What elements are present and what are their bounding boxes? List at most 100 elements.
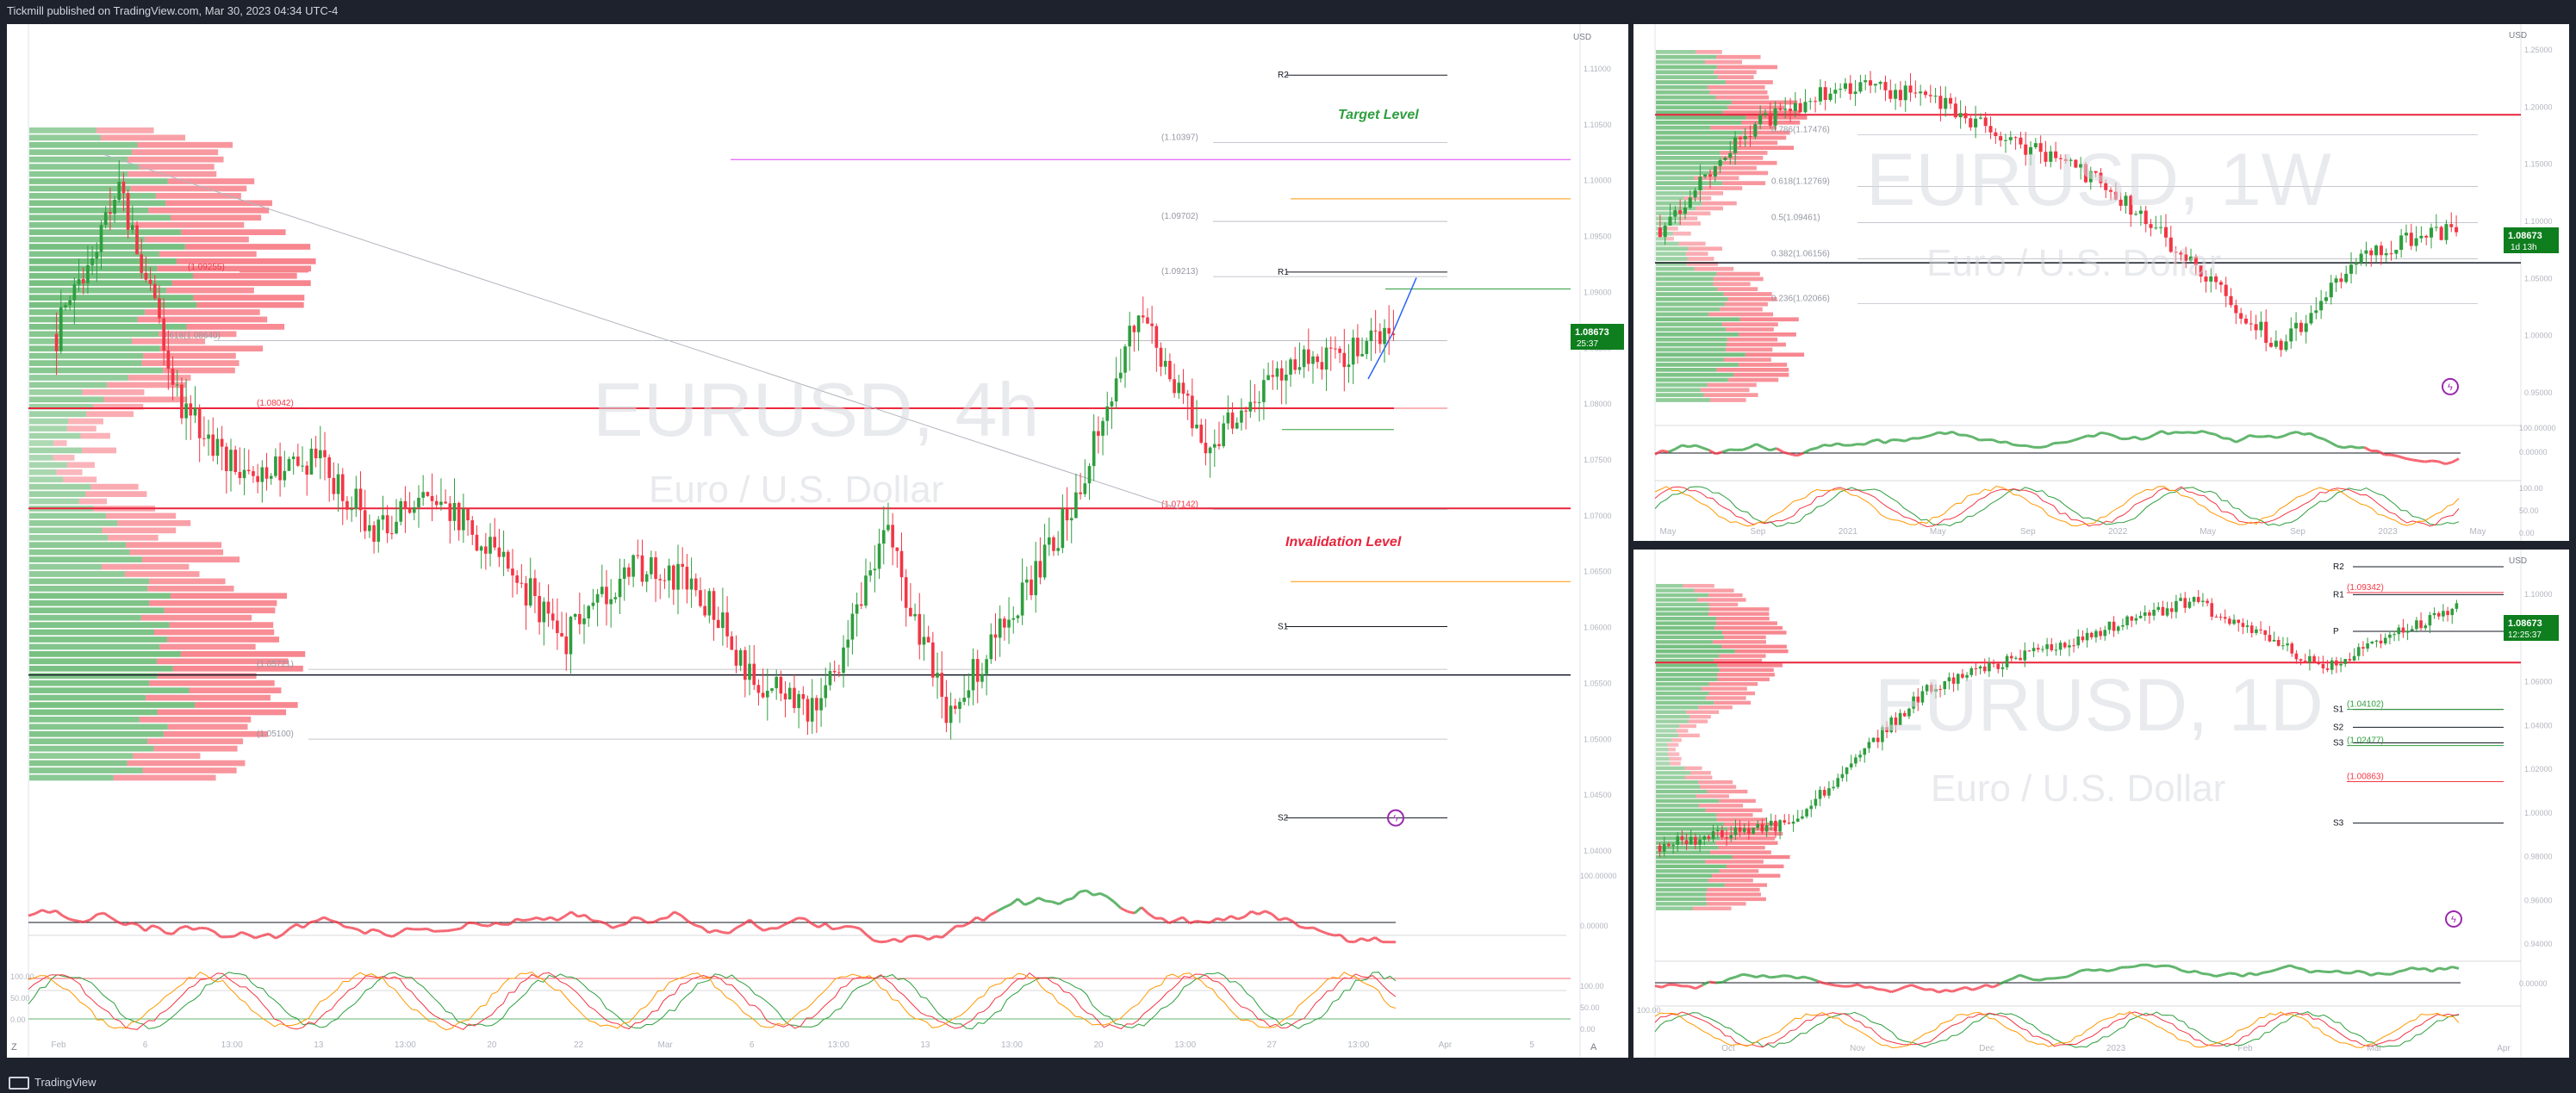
main-vp-bar-sell bbox=[142, 556, 240, 562]
weekly-candle-body bbox=[2404, 233, 2409, 236]
daily-candle-body bbox=[1881, 727, 1884, 742]
main-candle-body bbox=[1324, 347, 1328, 370]
weekly-vp-bar-sell bbox=[1721, 156, 1764, 160]
weekly-candle-body bbox=[2384, 253, 2388, 256]
weekly-candle-body bbox=[2163, 227, 2168, 238]
main-vp-bar-sell bbox=[167, 637, 280, 643]
main-vp-bar-sell bbox=[149, 578, 226, 585]
daily-osc-segment bbox=[1749, 974, 1757, 979]
daily-osc-segment bbox=[2336, 969, 2345, 975]
main-vp-bar-buy bbox=[29, 455, 53, 461]
daily-osc-segment bbox=[1735, 972, 1744, 978]
main-vp-bar-buy bbox=[29, 352, 144, 359]
main-candle-body bbox=[1383, 327, 1386, 345]
main-osc-segment bbox=[536, 916, 544, 922]
daily-osc-segment bbox=[1850, 983, 1858, 988]
main-vp-bar-buy bbox=[29, 425, 67, 432]
footer-brand[interactable]: TradingView bbox=[34, 1076, 96, 1089]
main-osc-segment bbox=[914, 934, 922, 938]
daily-osc-segment bbox=[1972, 986, 1980, 991]
main-candle-body bbox=[1181, 382, 1185, 394]
weekly-chart-panel[interactable]: 1.25000 1.20000 1.15000 1.10000 1.05000 1.000… bbox=[1633, 24, 2569, 541]
weekly-osc-segment bbox=[1810, 446, 1818, 451]
main-candle-body bbox=[993, 634, 998, 638]
main-candle-body bbox=[488, 537, 492, 554]
main-candle-body bbox=[756, 685, 761, 693]
daily-vp-bar-buy bbox=[1656, 723, 1680, 729]
weekly-vp-bar-buy bbox=[1656, 241, 1679, 246]
main-chart-panel[interactable]: 1.110001.105001.100001.095001.090001.085… bbox=[7, 24, 1628, 1058]
weekly-candle-body bbox=[2049, 151, 2053, 162]
main-candle-body bbox=[810, 698, 814, 722]
daily-y-tick-label: 1.04000 bbox=[2524, 721, 2553, 730]
main-osc-segment bbox=[371, 928, 380, 933]
weekly-candle-body bbox=[2079, 164, 2083, 168]
daily-vp-bar-sell bbox=[1706, 897, 1766, 902]
main-candle-body bbox=[363, 510, 367, 531]
main-osc-segment bbox=[309, 919, 318, 924]
daily-osc-segment bbox=[1715, 980, 1723, 984]
weekly-candle-body bbox=[2334, 278, 2338, 283]
daily-osc-segment bbox=[2215, 973, 2223, 978]
daily-chart-panel[interactable]: 1.100001.080001.060001.040001.020001.000… bbox=[1633, 550, 2569, 1058]
main-vp-bar-buy bbox=[29, 411, 86, 418]
weekly-vp-bar-sell bbox=[1738, 135, 1787, 140]
weekly-vp-bar-buy bbox=[1656, 382, 1708, 388]
main-candle-body bbox=[707, 591, 712, 616]
main-candle-body bbox=[971, 659, 975, 691]
main-chart-svg[interactable]: 1.110001.105001.100001.095001.090001.085… bbox=[7, 24, 1628, 1058]
daily-vp-bar-buy bbox=[1656, 748, 1669, 752]
weekly-osc-segment bbox=[2417, 459, 2426, 463]
main-vp-bar-sell bbox=[66, 425, 96, 432]
main-candle-body bbox=[1177, 382, 1181, 394]
daily-candle-body bbox=[2032, 648, 2036, 652]
daily-osc-segment bbox=[1702, 980, 1710, 987]
daily-chart-svg[interactable]: 1.100001.080001.060001.040001.020001.000… bbox=[1633, 550, 2569, 1058]
weekly-candle-body bbox=[2414, 238, 2418, 246]
main-candle-body bbox=[582, 618, 586, 624]
main-candle-body bbox=[421, 492, 425, 498]
main-candle-body bbox=[1034, 561, 1038, 596]
daily-osc-segment bbox=[2282, 964, 2291, 969]
daily-candle-body bbox=[1965, 674, 1969, 678]
weekly-chart-svg[interactable]: 1.250001.200001.150001.100001.050001.000… bbox=[1633, 24, 2569, 541]
daily-candle-body bbox=[2272, 639, 2276, 642]
main-candle-body bbox=[59, 307, 63, 351]
main-osc-segment bbox=[323, 916, 332, 922]
daily-vp-bar-sell bbox=[1719, 798, 1756, 804]
main-osc-segment bbox=[351, 926, 359, 931]
daily-candle-body bbox=[2214, 617, 2218, 618]
main-vp-bar-buy bbox=[29, 258, 177, 264]
daily-candle-body bbox=[2299, 659, 2303, 661]
main-vp-bar-sell bbox=[149, 599, 277, 606]
daily-candle-body bbox=[1783, 820, 1787, 823]
main-candle-body bbox=[1248, 401, 1253, 412]
daily-candle-body bbox=[2103, 630, 2107, 637]
weekly-candle-body bbox=[2094, 171, 2098, 173]
main-osc-segment bbox=[638, 916, 648, 924]
main-vp-bar-buy bbox=[29, 207, 149, 214]
main-scale-toggle[interactable]: A bbox=[1590, 1042, 1597, 1053]
main-vp-bar-sell bbox=[137, 141, 233, 148]
daily-vp-bar-sell bbox=[1689, 715, 1711, 719]
weekly-vp-bar-buy bbox=[1656, 352, 1745, 357]
main-z-toggle[interactable]: Z bbox=[11, 1042, 17, 1053]
main-vp-bar-buy bbox=[29, 200, 166, 207]
main-candle-body bbox=[1016, 615, 1020, 618]
main-candle-body bbox=[1038, 561, 1042, 578]
main-osc-segment bbox=[385, 934, 394, 938]
main-osc-segment bbox=[811, 922, 819, 929]
daily-vp-bar-buy bbox=[1656, 602, 1709, 607]
daily-y-tick-label: 0.94000 bbox=[2524, 940, 2553, 948]
daily-osc-segment bbox=[1925, 988, 1932, 991]
weekly-watermark-name: Euro / U.S. Dollar bbox=[1926, 242, 2221, 284]
main-vp-bar-sell bbox=[148, 207, 270, 214]
daily-candle-body bbox=[2183, 598, 2187, 608]
main-candle-body bbox=[135, 225, 139, 255]
main-candle-body bbox=[873, 568, 877, 571]
main-osc-segment bbox=[1148, 912, 1156, 920]
daily-candle-body bbox=[1849, 763, 1853, 768]
weekly-vp-bar-sell bbox=[1703, 393, 1758, 397]
weekly-osc-segment bbox=[2249, 433, 2257, 438]
daily-vp-bar-sell bbox=[1668, 752, 1680, 756]
